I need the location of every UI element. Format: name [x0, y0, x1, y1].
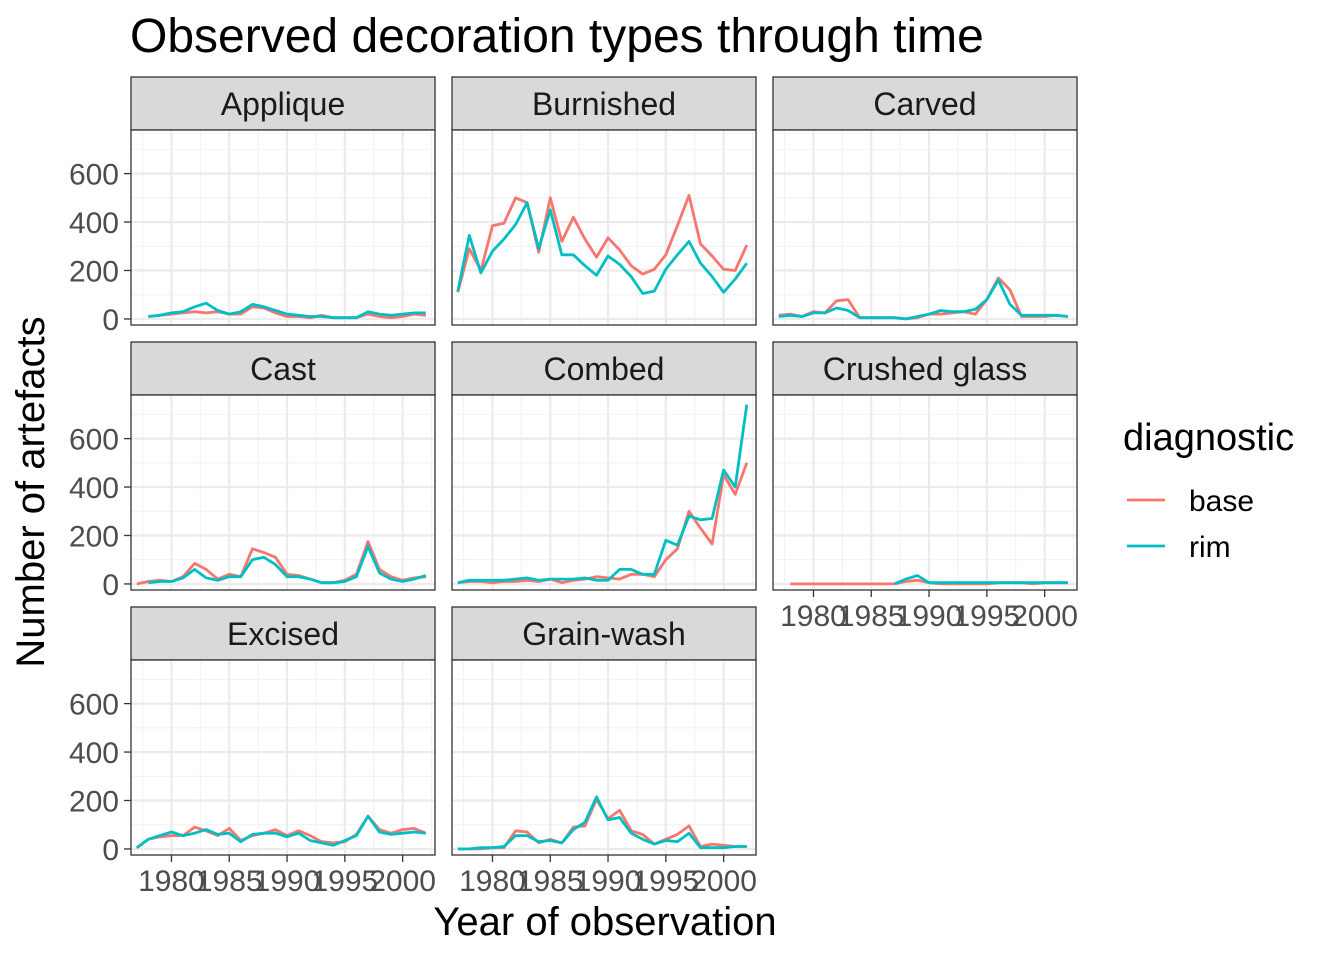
panel-combed: Combed — [451, 341, 757, 591]
facet-label: Cast — [250, 351, 316, 387]
facet-strip — [451, 341, 757, 396]
y-tick-label: 600 — [69, 689, 119, 722]
facet-label: Burnished — [532, 86, 676, 122]
series-line-rim — [135, 814, 426, 849]
x-tick-label: 1990 — [575, 865, 642, 898]
y-tick-label: 200 — [69, 520, 119, 553]
facet-strip — [130, 341, 436, 396]
legend-title: diagnostic — [1123, 417, 1294, 459]
facet-label: Excised — [227, 616, 339, 652]
y-tick-label: 600 — [69, 159, 119, 192]
x-tick-label: 1985 — [838, 600, 905, 633]
series-line-rim — [778, 278, 1068, 321]
panel-border — [451, 394, 757, 591]
panel-cast: Cast 0 200 400 600 — [69, 341, 436, 602]
y-tick-label: 400 — [69, 472, 119, 505]
series-line-rim — [148, 301, 426, 320]
y-tick-label: 0 — [102, 569, 119, 602]
panel-burnished: Burnished — [451, 76, 757, 326]
panel-border — [130, 394, 436, 591]
x-tick-label: 1995 — [632, 865, 699, 898]
x-tick-label: 1980 — [459, 865, 526, 898]
facet-strip — [772, 341, 1078, 396]
facet-panels: Applique 0 200 400 600 Burnished Carved Cast 0 20… — [69, 76, 1078, 898]
panel-background — [452, 660, 756, 855]
x-tick-label: 1995 — [311, 865, 378, 898]
y-tick-label: 200 — [69, 255, 119, 288]
facet-strip — [130, 606, 436, 661]
facet-label: Carved — [873, 86, 976, 122]
panel-border — [772, 129, 1078, 326]
panel-applique: Applique 0 200 400 600 — [69, 76, 436, 337]
x-tick-label: 1995 — [953, 600, 1020, 633]
facet-label: Grain-wash — [522, 616, 686, 652]
y-tick-label: 200 — [69, 785, 119, 818]
series-line-rim — [457, 795, 747, 851]
panel-border — [451, 129, 757, 326]
legend: diagnostic base rim — [1123, 417, 1294, 564]
panel-background — [131, 395, 435, 590]
x-tick-label: 2000 — [369, 865, 436, 898]
panel-background — [131, 130, 435, 325]
panel-background — [452, 130, 756, 325]
legend-label-base: base — [1189, 485, 1254, 518]
x-tick-label: 1985 — [196, 865, 263, 898]
panel-border — [130, 659, 436, 856]
y-axis-title: Number of artefacts — [9, 316, 53, 667]
x-axis-title: Year of observation — [433, 900, 776, 944]
facet-strip — [451, 606, 757, 661]
panel-background — [773, 130, 1077, 325]
series-line-base — [136, 540, 426, 586]
x-tick-label: 1990 — [254, 865, 321, 898]
facet-label: Applique — [221, 86, 346, 122]
y-tick-label: 400 — [69, 737, 119, 770]
x-tick-label: 2000 — [1011, 600, 1078, 633]
y-tick-label: 600 — [69, 424, 119, 457]
panel-border — [451, 659, 757, 856]
x-tick-label: 1985 — [517, 865, 584, 898]
x-tick-label: 2000 — [690, 865, 757, 898]
panel-border — [772, 394, 1078, 591]
y-tick-label: 0 — [102, 834, 119, 867]
y-tick-label: 400 — [69, 207, 119, 240]
facet-strip — [772, 76, 1078, 131]
series-line-rim — [457, 404, 749, 585]
panel-background — [773, 395, 1077, 590]
panel-background — [131, 660, 435, 855]
x-tick-label: 1990 — [896, 600, 963, 633]
facet-strip — [451, 76, 757, 131]
facet-label: Crushed glass — [823, 351, 1028, 387]
facet-label: Combed — [544, 351, 665, 387]
panel-background — [452, 395, 756, 590]
series-line-base — [456, 193, 749, 293]
legend-label-rim: rim — [1189, 531, 1231, 564]
x-tick-label: 1980 — [138, 865, 205, 898]
panel-carved: Carved — [772, 76, 1078, 326]
series-line-base — [148, 305, 426, 320]
panel-border — [130, 129, 436, 326]
series-line-rim — [456, 201, 748, 295]
chart-title: Observed decoration types through time — [130, 10, 984, 63]
y-tick-label: 0 — [102, 304, 119, 337]
series-line-rim — [148, 545, 427, 585]
x-tick-label: 1980 — [780, 600, 847, 633]
series-line-rim — [893, 574, 1068, 586]
facet-strip — [130, 76, 436, 131]
